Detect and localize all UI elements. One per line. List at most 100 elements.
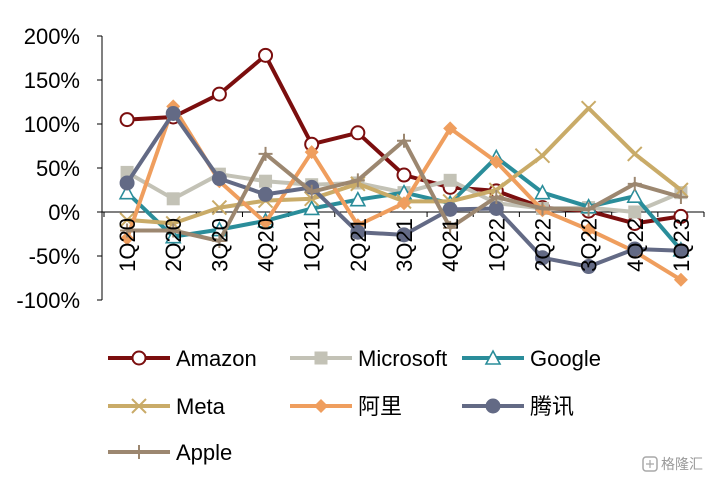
series-4-point	[488, 182, 505, 198]
chart-legend: Amazon Microsoft Google Meta 阿里 腾讯 Apple	[108, 346, 601, 465]
y-tick-label: 200%	[24, 24, 80, 49]
watermark: 格隆汇	[642, 456, 703, 472]
series-6-point	[627, 241, 643, 257]
series-5-point	[258, 215, 273, 230]
chart-series	[118, 47, 690, 287]
legend-item: Meta	[108, 394, 226, 419]
series-2-point	[166, 192, 180, 206]
series-7-point	[535, 201, 550, 216]
series-3-point	[626, 187, 644, 203]
x-tick-label: 2Q21	[346, 218, 371, 272]
series-2-point	[443, 173, 457, 187]
legend-label: Meta	[176, 394, 226, 419]
legend-label: 腾讯	[530, 394, 574, 419]
series-5-point	[397, 196, 411, 211]
series-7-point	[258, 146, 273, 161]
series-5-point	[673, 272, 688, 287]
legend-label: Microsoft	[358, 346, 447, 371]
series-7-point	[397, 133, 411, 148]
y-tick-label: 50%	[36, 156, 80, 181]
series-1-point	[119, 112, 135, 128]
series-7	[120, 133, 688, 249]
series-7-point	[350, 173, 365, 188]
legend-item: Google	[462, 346, 601, 371]
series-5-point	[489, 154, 504, 169]
series-5-point	[120, 231, 135, 246]
series-7-point	[443, 220, 458, 235]
x-tick-label: 4Q21	[438, 218, 463, 272]
series-6-point	[350, 224, 366, 240]
x-axis-tick-labels: 1Q20 2Q20 3Q20 4Q20 1Q21 2Q21 3Q21 4Q21 1Q22 2Q22…	[115, 218, 694, 272]
series-7-point	[304, 184, 319, 199]
series-6-point	[119, 175, 135, 191]
legend-swatch-point	[314, 399, 328, 413]
y-tick-label: 100%	[24, 112, 80, 137]
y-tick-label: 0%	[48, 200, 80, 225]
series-7-point	[120, 223, 135, 238]
series-4	[119, 100, 689, 232]
legend-swatch-point	[131, 398, 147, 414]
series-7-point	[489, 190, 504, 205]
series-1-point	[396, 167, 412, 183]
series-3-point	[349, 190, 367, 207]
legend-swatch-point	[131, 350, 147, 366]
chart-axes: 200% 150% 100% 50% 0% -50% -100%	[16, 24, 705, 313]
series-6-point	[211, 171, 227, 187]
x-tick-label: 1Q21	[300, 218, 325, 272]
series-4-point	[534, 147, 551, 164]
legend-swatch-point	[484, 349, 502, 365]
series-7-point	[673, 190, 688, 205]
series-4-point	[627, 146, 643, 162]
legend-item: 腾讯	[462, 394, 574, 419]
x-tick-label: 3Q21	[392, 218, 417, 272]
series-7-point	[212, 234, 227, 249]
legend-label: 阿里	[358, 394, 402, 419]
series-7-point	[627, 176, 642, 191]
series-1-point	[673, 208, 689, 224]
legend-swatch-point	[485, 398, 501, 414]
legend-label: Apple	[176, 440, 232, 465]
series-4-point	[580, 100, 597, 116]
x-tick-label: 3Q22	[577, 218, 602, 272]
legend-item: Microsoft	[290, 346, 447, 371]
x-tick-label: 1Q20	[115, 218, 140, 272]
watermark-logo-icon	[642, 456, 658, 472]
x-tick-label: 3Q20	[207, 218, 232, 272]
series-3-point	[534, 183, 551, 200]
series-5-point	[581, 222, 596, 237]
series-2-point	[628, 205, 642, 219]
legend-label: Google	[530, 346, 601, 371]
legend-label: Amazon	[176, 346, 257, 371]
x-tick-label: 2Q20	[161, 218, 186, 272]
series-4-point	[211, 199, 228, 216]
series-6-point	[581, 259, 597, 275]
series-5-point	[304, 145, 319, 160]
series-1-point	[211, 86, 227, 102]
x-tick-label: 4Q22	[623, 218, 648, 272]
series-3-point	[118, 183, 136, 200]
series-1-point	[258, 47, 274, 63]
x-tick-label: 4Q20	[254, 218, 279, 272]
legend-item: Amazon	[108, 346, 257, 371]
legend-swatch-point	[132, 445, 146, 459]
y-tick-label: -50%	[29, 244, 80, 269]
x-tick-label: 1Q22	[484, 218, 509, 272]
series-6-point	[258, 186, 274, 202]
series-6-point	[442, 201, 458, 217]
series-4-point	[165, 215, 181, 232]
series-6-point	[165, 105, 181, 121]
series-6-point	[534, 250, 550, 266]
y-tick-label: 150%	[24, 68, 80, 93]
series-2-point	[259, 174, 273, 188]
legend-item: Apple	[108, 440, 232, 465]
series-5-point	[443, 121, 458, 136]
series-6-point	[673, 243, 689, 259]
y-tick-label: -100%	[16, 288, 80, 313]
x-tick-label: 2Q22	[530, 218, 555, 272]
series-1-point	[350, 125, 366, 141]
series-6-point	[396, 227, 412, 243]
legend-swatch-point	[314, 351, 328, 365]
legend-item: 阿里	[290, 394, 402, 419]
